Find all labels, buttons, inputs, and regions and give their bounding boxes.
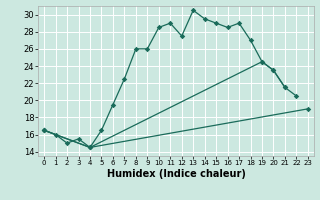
X-axis label: Humidex (Indice chaleur): Humidex (Indice chaleur) bbox=[107, 169, 245, 179]
